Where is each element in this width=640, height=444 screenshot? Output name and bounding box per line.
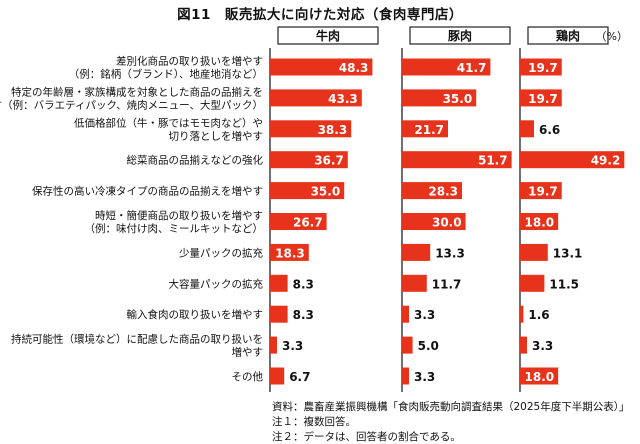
data-label-2-3: 21.7 [414,123,444,137]
data-label-1-5: 35.0 [311,185,341,199]
bar-3-11 [520,367,559,385]
bar-1-9 [270,305,288,323]
bar-1-10 [270,336,277,354]
bar-2-1 [402,58,491,76]
data-label-1-3: 38.3 [318,123,348,137]
bar-3-6 [520,213,559,230]
chart-title: 図11 販売拡大に向けた対応（食肉専門店） [177,7,463,23]
bar-2-4 [402,151,512,169]
category-label-2-line-2: 増やす（例：バラエティパック、焼肉メニュー、大型パック） [0,98,263,111]
bar-2-11 [402,367,409,385]
series-header-1: 牛肉 [316,28,340,43]
series-header-2: 豚肉 [447,28,472,43]
data-label-3-2: 19.7 [528,92,558,106]
data-label-2-11: 3.3 [414,370,435,384]
bar-3-1 [520,58,562,76]
category-label-4: 総菜商品の品揃えなどの強化 [127,154,264,167]
category-label-6-line-1: 時短・簡便商品の取り扱いを増やす [95,209,263,222]
bar-2-8 [402,274,427,292]
bar-3-10 [520,336,527,354]
bar-1-6 [270,213,327,230]
data-label-3-6: 18.0 [525,216,555,230]
category-label-3-line-1: 低価格部位（牛・豚ではモモ肉など）や [74,116,263,129]
bar-3-3 [520,120,534,138]
category-label-5: 保存性の高い冷凍タイプの商品の品揃えを増やす [32,185,263,198]
category-label-10-line-2: 増やす [232,346,264,359]
bar-3-2 [520,89,562,107]
data-label-2-6: 30.0 [432,216,462,230]
bar-3-7 [520,243,548,261]
series-header-box-3 [527,26,609,45]
data-label-1-4: 36.7 [314,154,344,168]
data-label-1-7: 18.3 [275,246,305,260]
bar-3-5 [520,182,562,200]
bar-2-3 [402,120,449,138]
category-label-1-line-1: 差別化商品の取り扱いを増やす [116,55,263,68]
bar-3-8 [520,274,545,292]
bar-2-7 [402,243,431,261]
data-label-2-9: 3.3 [414,308,435,322]
bar-1-7 [270,243,309,261]
bar-1-11 [270,367,285,385]
category-label-6-line-2: （例：味付け肉、ミールキットなど） [85,222,264,235]
bar-1-8 [270,274,288,292]
data-label-1-2: 43.3 [328,92,358,106]
data-label-3-10: 3.3 [532,339,553,353]
data-label-3-7: 13.1 [553,246,583,260]
category-label-1-line-2: （例：銘柄（ブランド）、地産地消など） [69,68,263,81]
data-label-3-3: 6.6 [539,123,560,137]
bar-1-3 [270,120,352,138]
source-note: 資料：農畜産業振興機構「食肉販売動向調査結果（2025年度下半期公表）」 [272,401,630,413]
data-label-3-1: 19.7 [528,61,558,75]
bar-1-5 [270,182,345,200]
note-1: 注１：複数回答。 [272,416,356,428]
data-label-3-11: 18.0 [525,370,555,384]
bar-1-4 [270,151,348,169]
category-label-3-line-2: 切り落としを増やす [169,129,264,142]
data-label-2-2: 35.0 [443,92,473,106]
data-label-2-4: 51.7 [478,154,508,168]
data-label-2-10: 5.0 [418,339,439,353]
bar-3-9 [520,305,524,323]
series-header-box-2 [409,26,511,45]
bar-2-6 [402,213,466,230]
data-label-3-8: 11.5 [549,277,579,291]
data-label-1-1: 48.3 [339,61,369,75]
bar-1-1 [270,58,373,76]
category-label-2-line-1: 特定の年齢層・家族構成を対象とした商品の品揃えを [11,85,263,98]
bar-3-4 [520,151,625,169]
data-label-2-7: 13.3 [435,246,465,260]
bar-1-2 [270,89,362,107]
data-label-1-9: 8.3 [293,308,314,322]
unit-label: （%） [596,30,628,43]
note-2: 注２：データは、回答者の割合である。 [272,431,461,443]
category-label-10-line-1: 持続可能性（環境など）に配慮した商品の取り扱いを [11,333,263,346]
category-label-11: その他 [232,370,264,383]
data-label-1-11: 6.7 [289,370,310,384]
data-label-3-9: 1.6 [528,308,549,322]
data-label-2-5: 28.3 [428,185,458,199]
category-label-7: 少量パックの拡充 [179,246,263,259]
data-label-1-10: 3.3 [282,339,303,353]
bar-2-10 [402,336,413,354]
category-label-8: 大容量パックの拡充 [169,277,264,290]
data-label-2-8: 11.7 [432,277,462,291]
data-label-1-8: 8.3 [293,277,314,291]
data-label-3-4: 49.2 [591,154,621,168]
bar-2-9 [402,305,409,323]
series-header-box-1 [277,26,379,45]
data-label-2-1: 41.7 [457,61,487,75]
data-label-1-6: 26.7 [293,216,323,230]
category-label-9: 輸入食肉の取り扱いを増やす [127,308,264,321]
data-label-3-5: 19.7 [528,185,558,199]
series-header-3: 鶏肉 [556,28,580,43]
bar-2-2 [402,89,477,107]
bar-2-5 [402,182,462,200]
